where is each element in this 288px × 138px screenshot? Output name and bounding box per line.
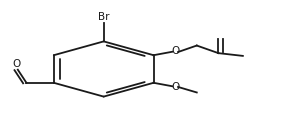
Text: O: O	[171, 82, 179, 92]
Text: O: O	[171, 46, 179, 56]
Text: Br: Br	[98, 12, 109, 22]
Text: O: O	[12, 59, 20, 69]
